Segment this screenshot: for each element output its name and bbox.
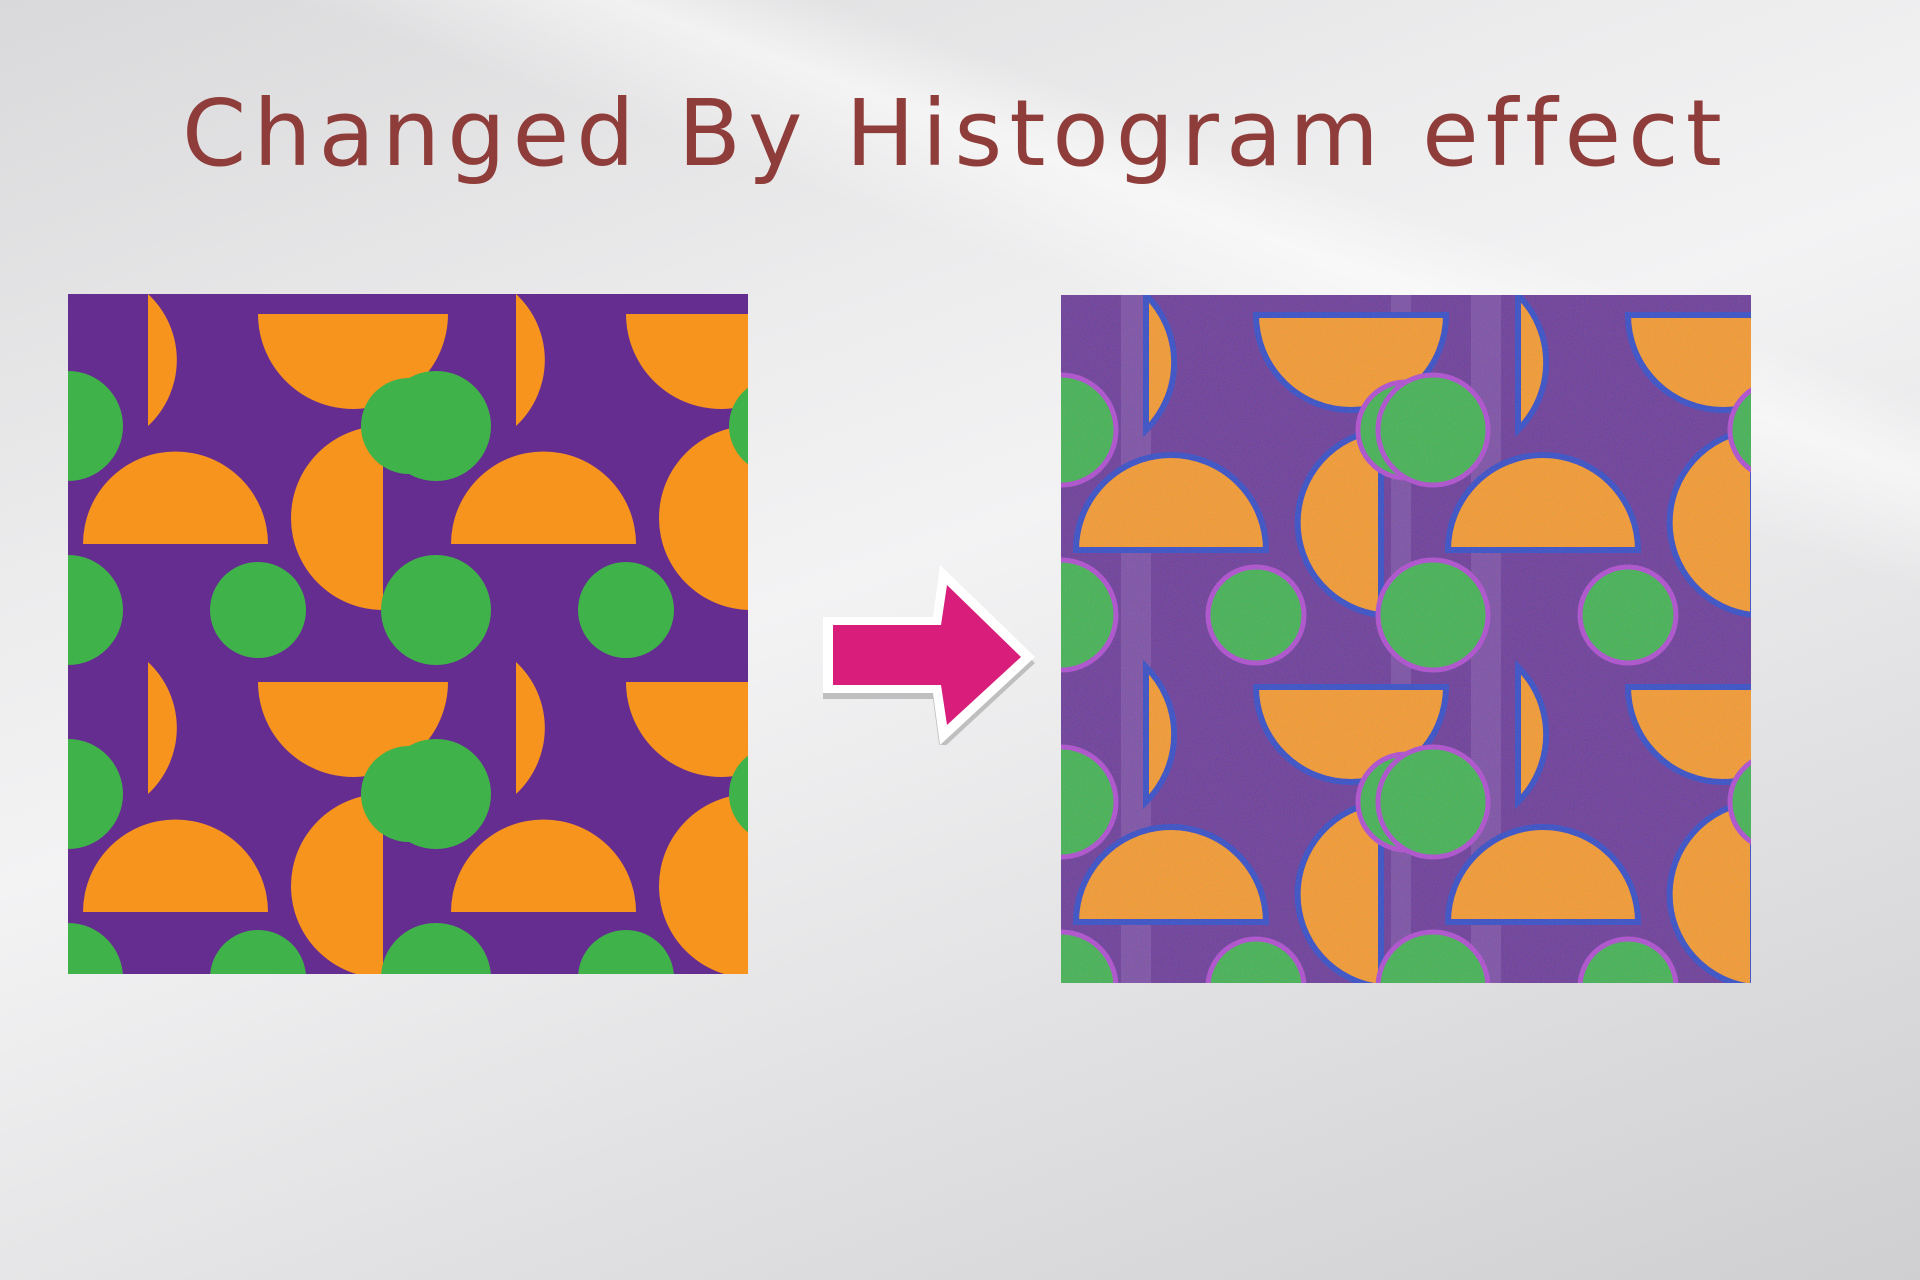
original-pattern-image bbox=[68, 294, 748, 974]
right-arrow-icon bbox=[823, 565, 1035, 745]
slide-title: Changed By Histogram effect bbox=[182, 80, 1729, 187]
original-pattern-svg bbox=[68, 294, 748, 974]
processed-pattern-image bbox=[1061, 295, 1751, 983]
processed-pattern-svg bbox=[1061, 295, 1751, 983]
